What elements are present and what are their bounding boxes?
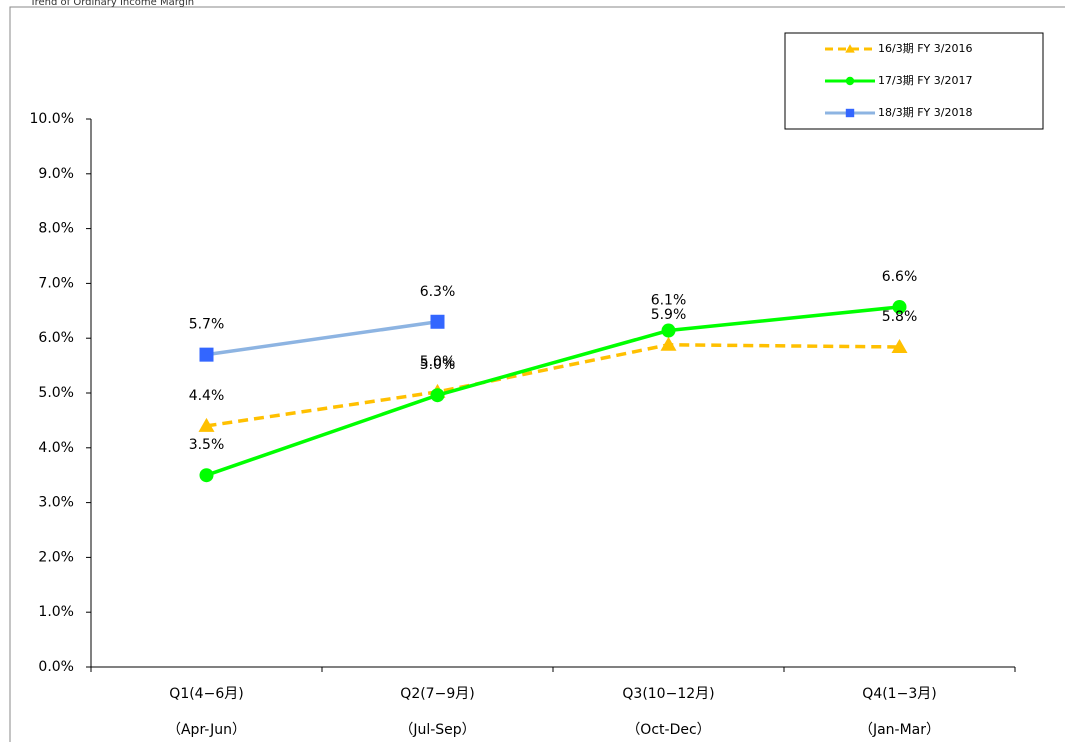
data-label: 5.7% [189, 317, 225, 333]
data-point [891, 338, 908, 353]
data-point [661, 323, 676, 338]
legend-marker [845, 44, 855, 53]
y-tick-label: 5.0% [38, 385, 74, 401]
x-tick-label: Q1(4−6月) [169, 686, 243, 702]
data-label: 5.8% [882, 309, 918, 325]
data-label: 6.6% [882, 269, 918, 285]
y-tick-label: 3.0% [38, 495, 74, 511]
data-point [660, 336, 677, 351]
x-tick-note: （Jan-Mar） [859, 722, 940, 738]
data-point [199, 468, 214, 483]
y-tick-label: 10.0% [30, 111, 74, 127]
series-line [206, 320, 438, 357]
x-tick-note: （Oct-Dec） [626, 722, 710, 738]
legend-marker [845, 108, 855, 118]
data-label: 5.9% [651, 307, 687, 323]
series-line [205, 305, 900, 477]
y-tick-label: 0.0% [38, 659, 74, 675]
data-point [430, 388, 445, 403]
series-line [206, 343, 900, 428]
data-point [892, 299, 907, 314]
data-label: 5.0% [420, 357, 456, 373]
data-label: 3.5% [189, 437, 225, 453]
legend-label: 17/3期 FY 3/2017 [878, 74, 972, 87]
chart-title: Trend of Ordinary Income Margin [29, 0, 194, 8]
y-tick-label: 9.0% [38, 166, 74, 182]
legend-label: 16/3期 FY 3/2016 [878, 42, 972, 55]
y-tick-label: 1.0% [38, 604, 74, 620]
data-label: 6.1% [651, 293, 687, 309]
legend-label: 18/3期 FY 3/2018 [878, 106, 972, 119]
data-label: 5.0% [420, 354, 456, 370]
y-tick-label: 8.0% [38, 221, 74, 237]
legend-marker [845, 76, 855, 86]
y-tick-label: 6.0% [38, 330, 74, 346]
y-tick-label: 4.0% [38, 440, 74, 456]
chart-frame [9, 6, 1065, 742]
data-point [430, 314, 445, 329]
x-tick-note: （Jul-Sep） [399, 722, 475, 738]
y-tick-label: 7.0% [38, 275, 74, 291]
data-label: 6.3% [420, 284, 456, 300]
data-label: 4.4% [189, 388, 225, 404]
x-tick-label: Q3(10−12月) [622, 686, 714, 702]
x-tick-note: （Apr-Jun） [167, 722, 246, 738]
data-point [199, 347, 214, 362]
x-tick-label: Q2(7−9月) [400, 686, 474, 702]
data-point [198, 417, 215, 432]
y-tick-label: 2.0% [38, 549, 74, 565]
x-tick-label: Q4(1−3月) [862, 686, 936, 702]
